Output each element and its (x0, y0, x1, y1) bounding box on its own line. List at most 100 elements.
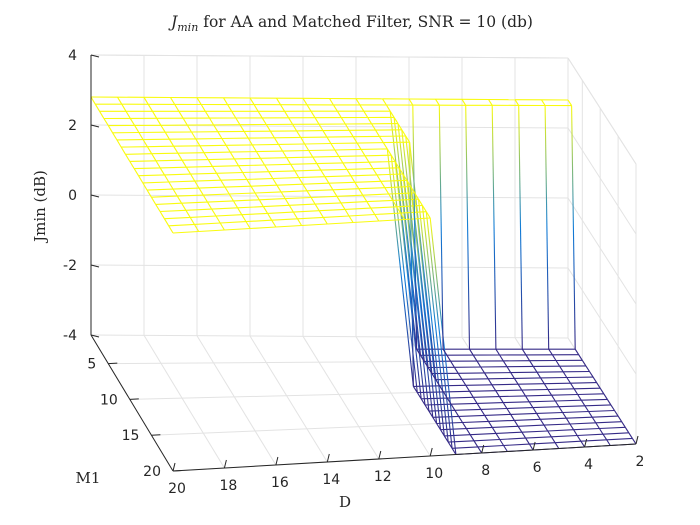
surface-mesh-segment (203, 193, 230, 196)
surface-mesh-segment (525, 394, 552, 397)
surface-mesh-segment (439, 384, 466, 387)
surface-mesh-segment (360, 149, 366, 157)
surface-mesh-segment (536, 371, 542, 379)
surface-mesh-segment (506, 407, 533, 410)
surface-mesh-segment (260, 157, 287, 159)
surface-mesh-segment (425, 211, 431, 219)
surface-mesh-segment (502, 402, 508, 409)
surface-mesh-segment (420, 355, 425, 362)
z-tick-label: 2 (68, 118, 77, 134)
surface-mesh-segment (340, 117, 346, 125)
surface-mesh-segment (570, 382, 575, 390)
surface-mesh-segment (312, 155, 339, 158)
surface-mesh-segment (173, 187, 200, 190)
surface-mesh-segment (416, 348, 421, 356)
surface-mesh-segment (172, 188, 178, 197)
surface-mesh-segment (168, 181, 174, 190)
surface-mesh-segment (151, 152, 178, 155)
surface-mesh-segment (596, 382, 601, 389)
surface-mesh-segment (378, 218, 405, 222)
surface-mesh-segment (282, 149, 309, 152)
surface-mesh-segment (477, 402, 504, 404)
surface-mesh-segment (514, 377, 541, 379)
surface-mesh-segment (499, 439, 505, 446)
surface-mesh-segment (606, 399, 612, 406)
surface-mesh-segment (234, 157, 261, 160)
surface-mesh-segment (261, 117, 267, 125)
surface-mesh-segment (257, 111, 263, 119)
surface-mesh-segment (125, 153, 152, 155)
surface-mesh-segment (238, 164, 265, 167)
surface-mesh-segment (237, 206, 264, 209)
x-axis-line (172, 443, 637, 472)
surface-mesh-segment (443, 435, 449, 443)
surface-mesh-segment (366, 201, 372, 209)
surface-mesh-segment (477, 444, 504, 448)
surface-mesh-segment (358, 188, 364, 196)
surface-mesh-segment (138, 132, 144, 140)
surface-mesh-segment (606, 437, 633, 441)
surface-mesh-segment (318, 210, 324, 218)
surface-mesh-segment (573, 427, 600, 431)
surface-mesh-segment (265, 124, 271, 132)
surface-mesh-segment (294, 169, 321, 172)
surface-mesh-segment (194, 179, 221, 182)
surface-mesh-segment (176, 195, 183, 204)
surface-mesh-segment (461, 99, 467, 106)
surface-mesh-segment (364, 155, 370, 163)
surface-mesh-segment (480, 407, 507, 410)
surface-mesh-segment (268, 171, 274, 179)
surface-mesh-segment (598, 428, 604, 435)
surface-mesh-segment (357, 142, 384, 144)
surface-mesh-segment (491, 427, 497, 434)
surface-mesh-segment (458, 414, 485, 417)
z-axis-label: Jmin (dB) (31, 170, 49, 244)
surface-mesh-segment (172, 230, 199, 234)
surface-mesh-segment (326, 136, 332, 144)
surface-mesh-segment (129, 160, 157, 162)
surface-mesh-segment (428, 410, 434, 418)
surface-mesh-segment (147, 188, 174, 191)
surface-mesh-segment (573, 429, 578, 436)
surface-mesh-segment (170, 97, 176, 105)
surface-mesh-segment (453, 367, 459, 374)
surface-mesh-segment (146, 146, 153, 154)
surface-mesh-segment (547, 388, 575, 391)
z-tick-label: 0 (68, 188, 77, 204)
surface-mesh-segment (314, 203, 320, 211)
surface-mesh-segment (221, 138, 227, 146)
surface-mesh-segment (278, 144, 284, 152)
surface-mesh-segment (577, 393, 604, 396)
surface-mesh-segment (510, 372, 515, 379)
floor-gridline (196, 335, 277, 466)
surface-mesh-segment (196, 97, 202, 105)
surface-mesh-segment (518, 424, 545, 427)
surface-mesh-segment (380, 181, 386, 188)
surface-mesh-segment (290, 164, 296, 172)
x-tick-mark (326, 453, 330, 463)
surface-mesh-segment (393, 117, 399, 124)
surface-mesh-segment (543, 423, 570, 426)
surface-mesh-segment (574, 387, 601, 390)
surface-mesh-segment (204, 111, 210, 119)
surface-mesh-segment (384, 186, 411, 189)
surface-mesh-segment (207, 200, 234, 203)
surface-mesh-segment (470, 432, 497, 436)
surface-mesh-segment (390, 154, 396, 162)
surface-mesh-segment (324, 175, 351, 178)
surface-mesh-segment (536, 413, 541, 420)
surface-mesh-segment (439, 385, 444, 393)
surface-mesh-segment (151, 153, 157, 162)
surface-mesh-segment (271, 218, 298, 221)
surface-mesh-segment (173, 145, 179, 154)
surface-mesh-segment (521, 431, 527, 439)
surface-mesh-segment (338, 155, 366, 157)
surface-mesh-segment (273, 137, 279, 145)
surface-mesh-segment (268, 170, 295, 173)
surface-mesh-segment (276, 183, 303, 186)
surface-mesh-segment (584, 404, 611, 407)
surface-mesh-segment (492, 425, 519, 428)
surface-mesh-segment (202, 194, 208, 203)
surface-mesh-segment (246, 179, 252, 187)
surface-mesh-segment (628, 432, 633, 439)
